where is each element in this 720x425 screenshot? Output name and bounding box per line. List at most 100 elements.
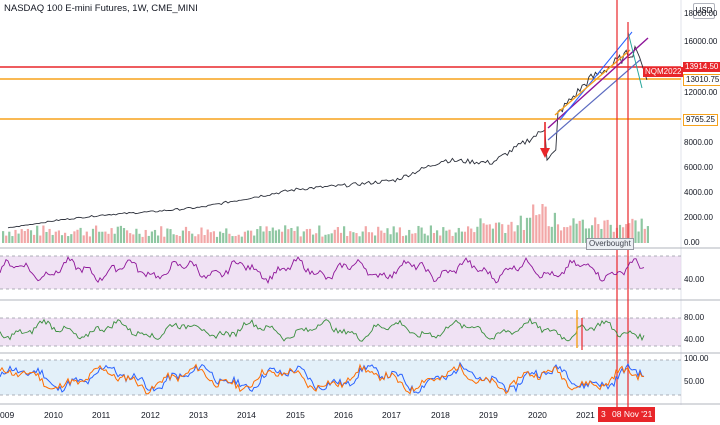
volume-bar [88,236,91,243]
volume-bar [330,233,333,243]
volume-bar [432,232,436,243]
volume-bar [420,227,423,243]
volume-bar [135,228,138,243]
volume-bar [191,233,194,243]
volume-bar [64,232,67,243]
volume-bar [473,232,476,243]
volume-bar [110,228,113,243]
volume-bar [411,233,414,243]
volume-bar [76,229,79,243]
arrow-head [540,148,550,158]
volume-bar [5,235,8,243]
volume-bar [383,232,386,243]
volume-bar [237,234,240,243]
volume-bar [73,231,76,243]
volume-bar [26,228,29,243]
volume-bar [296,226,299,243]
price-label-6000: 6000.00 [684,163,713,172]
volume-bar [277,229,281,243]
volume-bar [200,227,203,243]
volume-bar [380,230,383,243]
volume-bar [603,220,606,243]
volume-bar [129,233,132,243]
volume-bar [308,228,312,243]
volume-bar [643,228,646,243]
volume-bar [163,236,166,243]
mfi-label-80: 80.00 [684,313,705,322]
volume-bar [253,235,256,243]
volume-bar [612,231,615,243]
volume-bar [575,223,578,243]
volume-bar [95,225,98,243]
volume-bar [386,228,389,243]
currency-button[interactable]: USD [693,3,715,19]
volume-bar [532,204,535,243]
volume-bar [215,236,219,243]
level-tag-orange-low: 9765.25 [683,114,718,126]
volume-bar [67,236,70,243]
trend-line-blue [559,31,633,121]
volume-bar [405,235,408,243]
price-label-12000: 12000.00 [684,88,718,97]
volume-bar [401,235,405,243]
volume-bar [107,233,110,243]
volume-bar [126,230,129,243]
stoch-label-50: 50.00 [684,377,705,386]
x-label-2013: 2013 [189,410,208,420]
volume-bar [20,229,23,243]
volume-bar [488,224,491,243]
volume-bar [352,232,355,243]
price-label-16000: 16000.00 [684,37,718,46]
volume-bar [23,231,26,243]
x-label-2017: 2017 [382,410,401,420]
volume-bar [268,231,271,243]
x-label-2009: 009 [0,410,15,420]
symbol-tag: NQM2022 [643,67,684,77]
volume-bar [54,231,57,243]
volume-bar [566,227,569,243]
volume-bar [181,230,184,243]
volume-bar [302,231,305,243]
volume-bar [467,226,470,243]
volume-bar [637,231,640,243]
volume-bar [417,225,420,243]
volume-bar [426,235,429,243]
volume-bar [578,220,581,243]
volume-bar [569,225,572,243]
volume-bar [346,235,349,243]
volume-bar [271,227,274,243]
cursor-date-b: 08 Nov '21 [609,407,656,422]
volume-bar [392,226,395,243]
trend-line-teal [627,31,643,89]
volume-bar [547,226,550,243]
channel-upper-line [547,37,649,129]
volume-bar [256,229,259,243]
volume-bar [113,233,116,243]
volume-bar [445,230,448,243]
volume-bar [122,228,126,243]
volume-bar [116,226,119,243]
volume-bar [246,230,250,243]
volume-bar [48,228,51,243]
volume-bar [618,224,622,243]
volume-bar [370,232,374,243]
volume-bar [104,231,107,243]
volume-bar [312,234,315,243]
volume-bar [333,229,336,243]
price-label-4000: 4000.00 [684,188,713,197]
cursor-date-a: 3 [598,407,609,422]
volume-bar [423,233,426,243]
volume-bar [538,214,541,243]
volume-bar [553,212,556,243]
volume-bar [516,225,519,243]
volume-bar [336,227,339,243]
volume-bar [184,226,188,243]
volume-bar [414,233,417,243]
volume-bar [169,229,172,243]
mfi-band [0,318,681,346]
volume-bar [529,217,532,243]
volume-bar [609,224,612,243]
volume-bar [60,235,64,243]
volume-bar [479,218,482,243]
